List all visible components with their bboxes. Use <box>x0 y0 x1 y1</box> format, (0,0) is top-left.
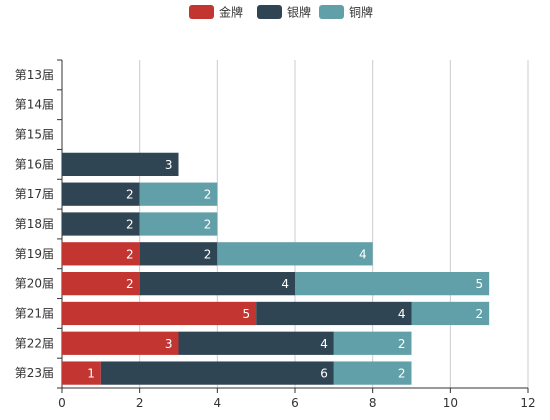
bar-value-label: 1 <box>87 367 95 381</box>
legend-swatch <box>319 5 344 19</box>
bar-金牌 <box>62 301 257 326</box>
y-tick-label: 第15届 <box>15 128 54 142</box>
bar-value-label: 2 <box>126 277 134 291</box>
legend-item[interactable]: 铜牌 <box>319 5 373 20</box>
bar-value-label: 2 <box>204 218 212 232</box>
y-tick-label: 第14届 <box>15 98 54 112</box>
bar-value-label: 2 <box>126 247 134 261</box>
bar-value-label: 5 <box>476 277 484 291</box>
bar-铜牌 <box>295 272 490 296</box>
bar-value-label: 2 <box>126 218 134 232</box>
y-tick-label: 第18届 <box>15 217 54 231</box>
y-tick-label: 第23届 <box>15 366 54 380</box>
legend-item[interactable]: 金牌 <box>189 5 243 20</box>
bar-金牌 <box>62 331 179 355</box>
x-tick-label: 12 <box>520 396 535 410</box>
bar-铜牌 <box>217 242 373 266</box>
x-tick-label: 0 <box>58 396 66 410</box>
bar-value-label: 6 <box>320 367 328 381</box>
bar-value-label: 3 <box>165 337 173 351</box>
bar-value-label: 3 <box>165 158 173 172</box>
bar-银牌 <box>139 272 295 296</box>
bar-value-label: 2 <box>204 188 212 202</box>
bar-银牌 <box>62 152 179 176</box>
bar-value-label: 2 <box>398 367 406 381</box>
bar-value-label: 2 <box>204 247 212 261</box>
x-tick-label: 6 <box>291 396 299 410</box>
y-tick-label: 第17届 <box>15 187 54 201</box>
legend-swatch <box>189 5 214 19</box>
legend-label: 金牌 <box>219 5 243 20</box>
bar-value-label: 2 <box>476 307 484 321</box>
bar-金牌 <box>62 242 140 266</box>
bar-铜牌 <box>139 212 218 236</box>
y-tick-label: 第13届 <box>15 68 54 82</box>
bar-金牌 <box>62 272 140 296</box>
x-tick-label: 4 <box>214 396 222 410</box>
x-tick-label: 10 <box>443 396 458 410</box>
legend-label: 铜牌 <box>349 5 373 20</box>
bar-value-label: 4 <box>320 337 328 351</box>
y-tick-label: 第20届 <box>15 277 54 291</box>
bar-银牌 <box>62 182 140 206</box>
bar-银牌 <box>139 242 218 266</box>
bar-银牌 <box>256 301 412 326</box>
y-tick-label: 第22届 <box>15 336 54 350</box>
bar-value-label: 4 <box>398 307 406 321</box>
bar-铜牌 <box>411 301 490 326</box>
y-tick-label: 第21届 <box>15 306 54 320</box>
x-tick-label: 8 <box>369 396 377 410</box>
bar-铜牌 <box>139 182 218 206</box>
legend-item[interactable]: 银牌 <box>257 5 311 20</box>
bar-铜牌 <box>333 331 412 355</box>
legend-label: 银牌 <box>287 6 311 20</box>
bar-银牌 <box>100 361 334 385</box>
bar-value-label: 2 <box>126 188 134 202</box>
bar-银牌 <box>178 331 334 355</box>
bar-银牌 <box>62 212 140 236</box>
legend-swatch <box>257 5 282 19</box>
bar-value-label: 2 <box>398 337 406 351</box>
bar-value-label: 4 <box>359 247 367 261</box>
bar-value-label: 4 <box>281 277 289 291</box>
x-tick-label: 2 <box>136 396 144 410</box>
bar-value-label: 5 <box>243 307 251 321</box>
bar-金牌 <box>62 361 101 385</box>
y-tick-label: 第19届 <box>15 247 54 261</box>
bar-铜牌 <box>333 361 412 385</box>
y-tick-label: 第16届 <box>15 157 54 171</box>
